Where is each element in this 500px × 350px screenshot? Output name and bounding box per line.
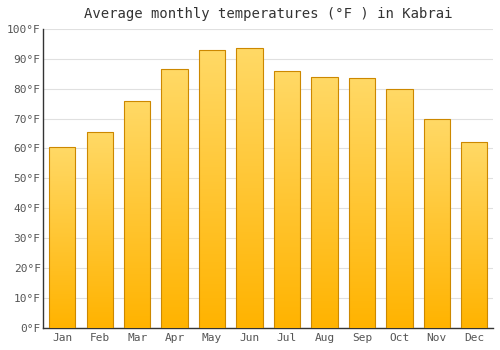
Title: Average monthly temperatures (°F ) in Kabrai: Average monthly temperatures (°F ) in Ka… (84, 7, 452, 21)
Bar (236, 48, 262, 328)
Bar (162, 69, 188, 328)
Bar (349, 78, 375, 328)
Bar (424, 119, 450, 328)
Bar (86, 132, 113, 328)
Bar (274, 71, 300, 328)
Bar (49, 147, 76, 328)
Bar (199, 50, 225, 328)
Bar (312, 77, 338, 328)
Bar (386, 89, 412, 328)
Bar (124, 101, 150, 328)
Bar (461, 142, 487, 328)
